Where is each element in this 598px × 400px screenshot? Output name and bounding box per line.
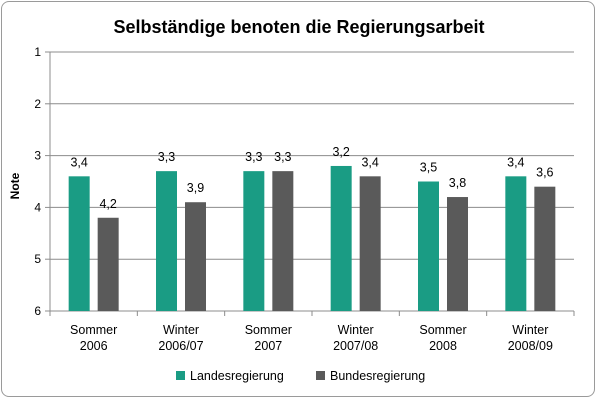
x-tick-label: Sommer 2008 bbox=[419, 323, 466, 353]
x-tick-label: Winter 2007/08 bbox=[333, 323, 378, 353]
legend-label: Landesregierung bbox=[190, 369, 284, 383]
bar-landesregierung bbox=[243, 171, 265, 311]
grid-lines bbox=[50, 51, 574, 312]
x-tick-label: Winter 2008/09 bbox=[508, 323, 553, 353]
bar-landesregierung bbox=[68, 176, 90, 311]
data-label: 3,5 bbox=[420, 161, 437, 175]
x-tick-label: Winter 2006/07 bbox=[158, 323, 203, 353]
y-axis-label: Note bbox=[8, 172, 22, 199]
y-tick-label: 6 bbox=[34, 304, 41, 318]
legend-label: Bundesregierung bbox=[330, 369, 425, 383]
data-label: 3,9 bbox=[187, 181, 204, 195]
y-tick-label: 3 bbox=[34, 149, 41, 163]
bars: 3,4 4,2 3,3 3,9 3,3 3,3 3,2 3,4 3,5 3,8 3,4 3,6 bbox=[68, 145, 556, 311]
data-label: 3,8 bbox=[449, 176, 466, 190]
legend: Landesregierung Bundesregierung bbox=[176, 369, 425, 383]
y-tick-label: 1 bbox=[34, 45, 41, 59]
bar-landesregierung bbox=[330, 165, 352, 311]
data-label: 3,3 bbox=[245, 150, 262, 164]
data-label: 3,3 bbox=[274, 150, 291, 164]
y-tick-label: 2 bbox=[34, 97, 41, 111]
bar-landesregierung bbox=[505, 176, 527, 311]
bar-bundesregierung bbox=[447, 197, 468, 311]
x-tick-label: Sommer 2006 bbox=[70, 323, 117, 353]
data-label: 3,2 bbox=[332, 145, 349, 159]
bar-bundesregierung bbox=[97, 217, 119, 311]
data-label: 3,6 bbox=[536, 166, 553, 180]
data-label: 3,4 bbox=[70, 155, 87, 169]
bar-bundesregierung bbox=[185, 202, 206, 311]
axes: 1 2 3 4 5 6 Sommer 2006 Winter 2006/07 Sommer 2007 W… bbox=[34, 45, 575, 353]
y-tick-label: 4 bbox=[34, 200, 41, 214]
bar-bundesregierung bbox=[272, 171, 294, 311]
legend-swatch bbox=[176, 371, 185, 380]
data-label: 4,2 bbox=[99, 197, 116, 211]
bar-landesregierung bbox=[156, 171, 177, 311]
y-tick-label: 5 bbox=[34, 252, 41, 266]
chart-title: Selbständige benoten die Regierungsarbei… bbox=[113, 17, 484, 37]
bar-bundesregierung bbox=[534, 186, 556, 311]
data-label: 3,3 bbox=[158, 150, 175, 164]
bar-bundesregierung bbox=[359, 176, 381, 311]
bar-landesregierung bbox=[418, 181, 439, 311]
x-tick-label: Sommer 2007 bbox=[245, 323, 292, 353]
legend-swatch bbox=[316, 371, 325, 380]
data-label: 3,4 bbox=[361, 155, 378, 169]
data-label: 3,4 bbox=[507, 155, 524, 169]
